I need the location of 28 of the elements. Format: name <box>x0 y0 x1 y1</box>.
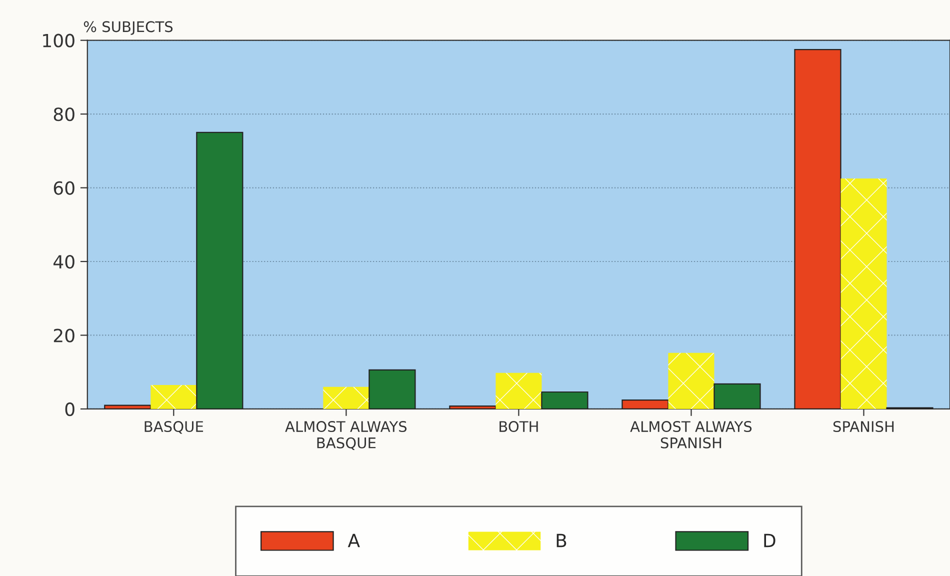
y-tick-label: 40 <box>54 254 74 269</box>
x-tick-label: BASQUE <box>144 421 204 434</box>
bar <box>668 352 714 409</box>
bar <box>150 385 197 409</box>
bar <box>541 391 588 409</box>
y-axis-title: % SUBJECTS <box>84 21 173 35</box>
bar <box>496 372 542 409</box>
bar <box>840 178 887 409</box>
x-tick-label: ALMOST ALWAYS BASQUE <box>285 421 407 450</box>
y-tick-label: 0 <box>65 402 74 416</box>
bar <box>196 132 244 409</box>
x-tick-label: BOTH <box>500 421 538 432</box>
y-tick-label: 80 <box>54 108 74 122</box>
y-tick-label: 60 <box>54 181 74 195</box>
bar <box>622 400 669 409</box>
bar <box>368 369 416 409</box>
bar <box>794 48 842 409</box>
bar <box>449 405 496 409</box>
x-tick-label: SPANISH <box>833 421 894 432</box>
legend-label: A <box>348 534 360 548</box>
bar <box>104 404 152 409</box>
legend-label: D <box>764 534 776 548</box>
bar <box>323 386 370 409</box>
legend-label: B <box>556 534 566 548</box>
x-tick-label: ALMOST ALWAYS SPANISH <box>630 421 752 448</box>
bar <box>714 383 761 409</box>
y-tick-label: 100 <box>43 34 74 48</box>
y-tick-label: 20 <box>54 328 74 342</box>
